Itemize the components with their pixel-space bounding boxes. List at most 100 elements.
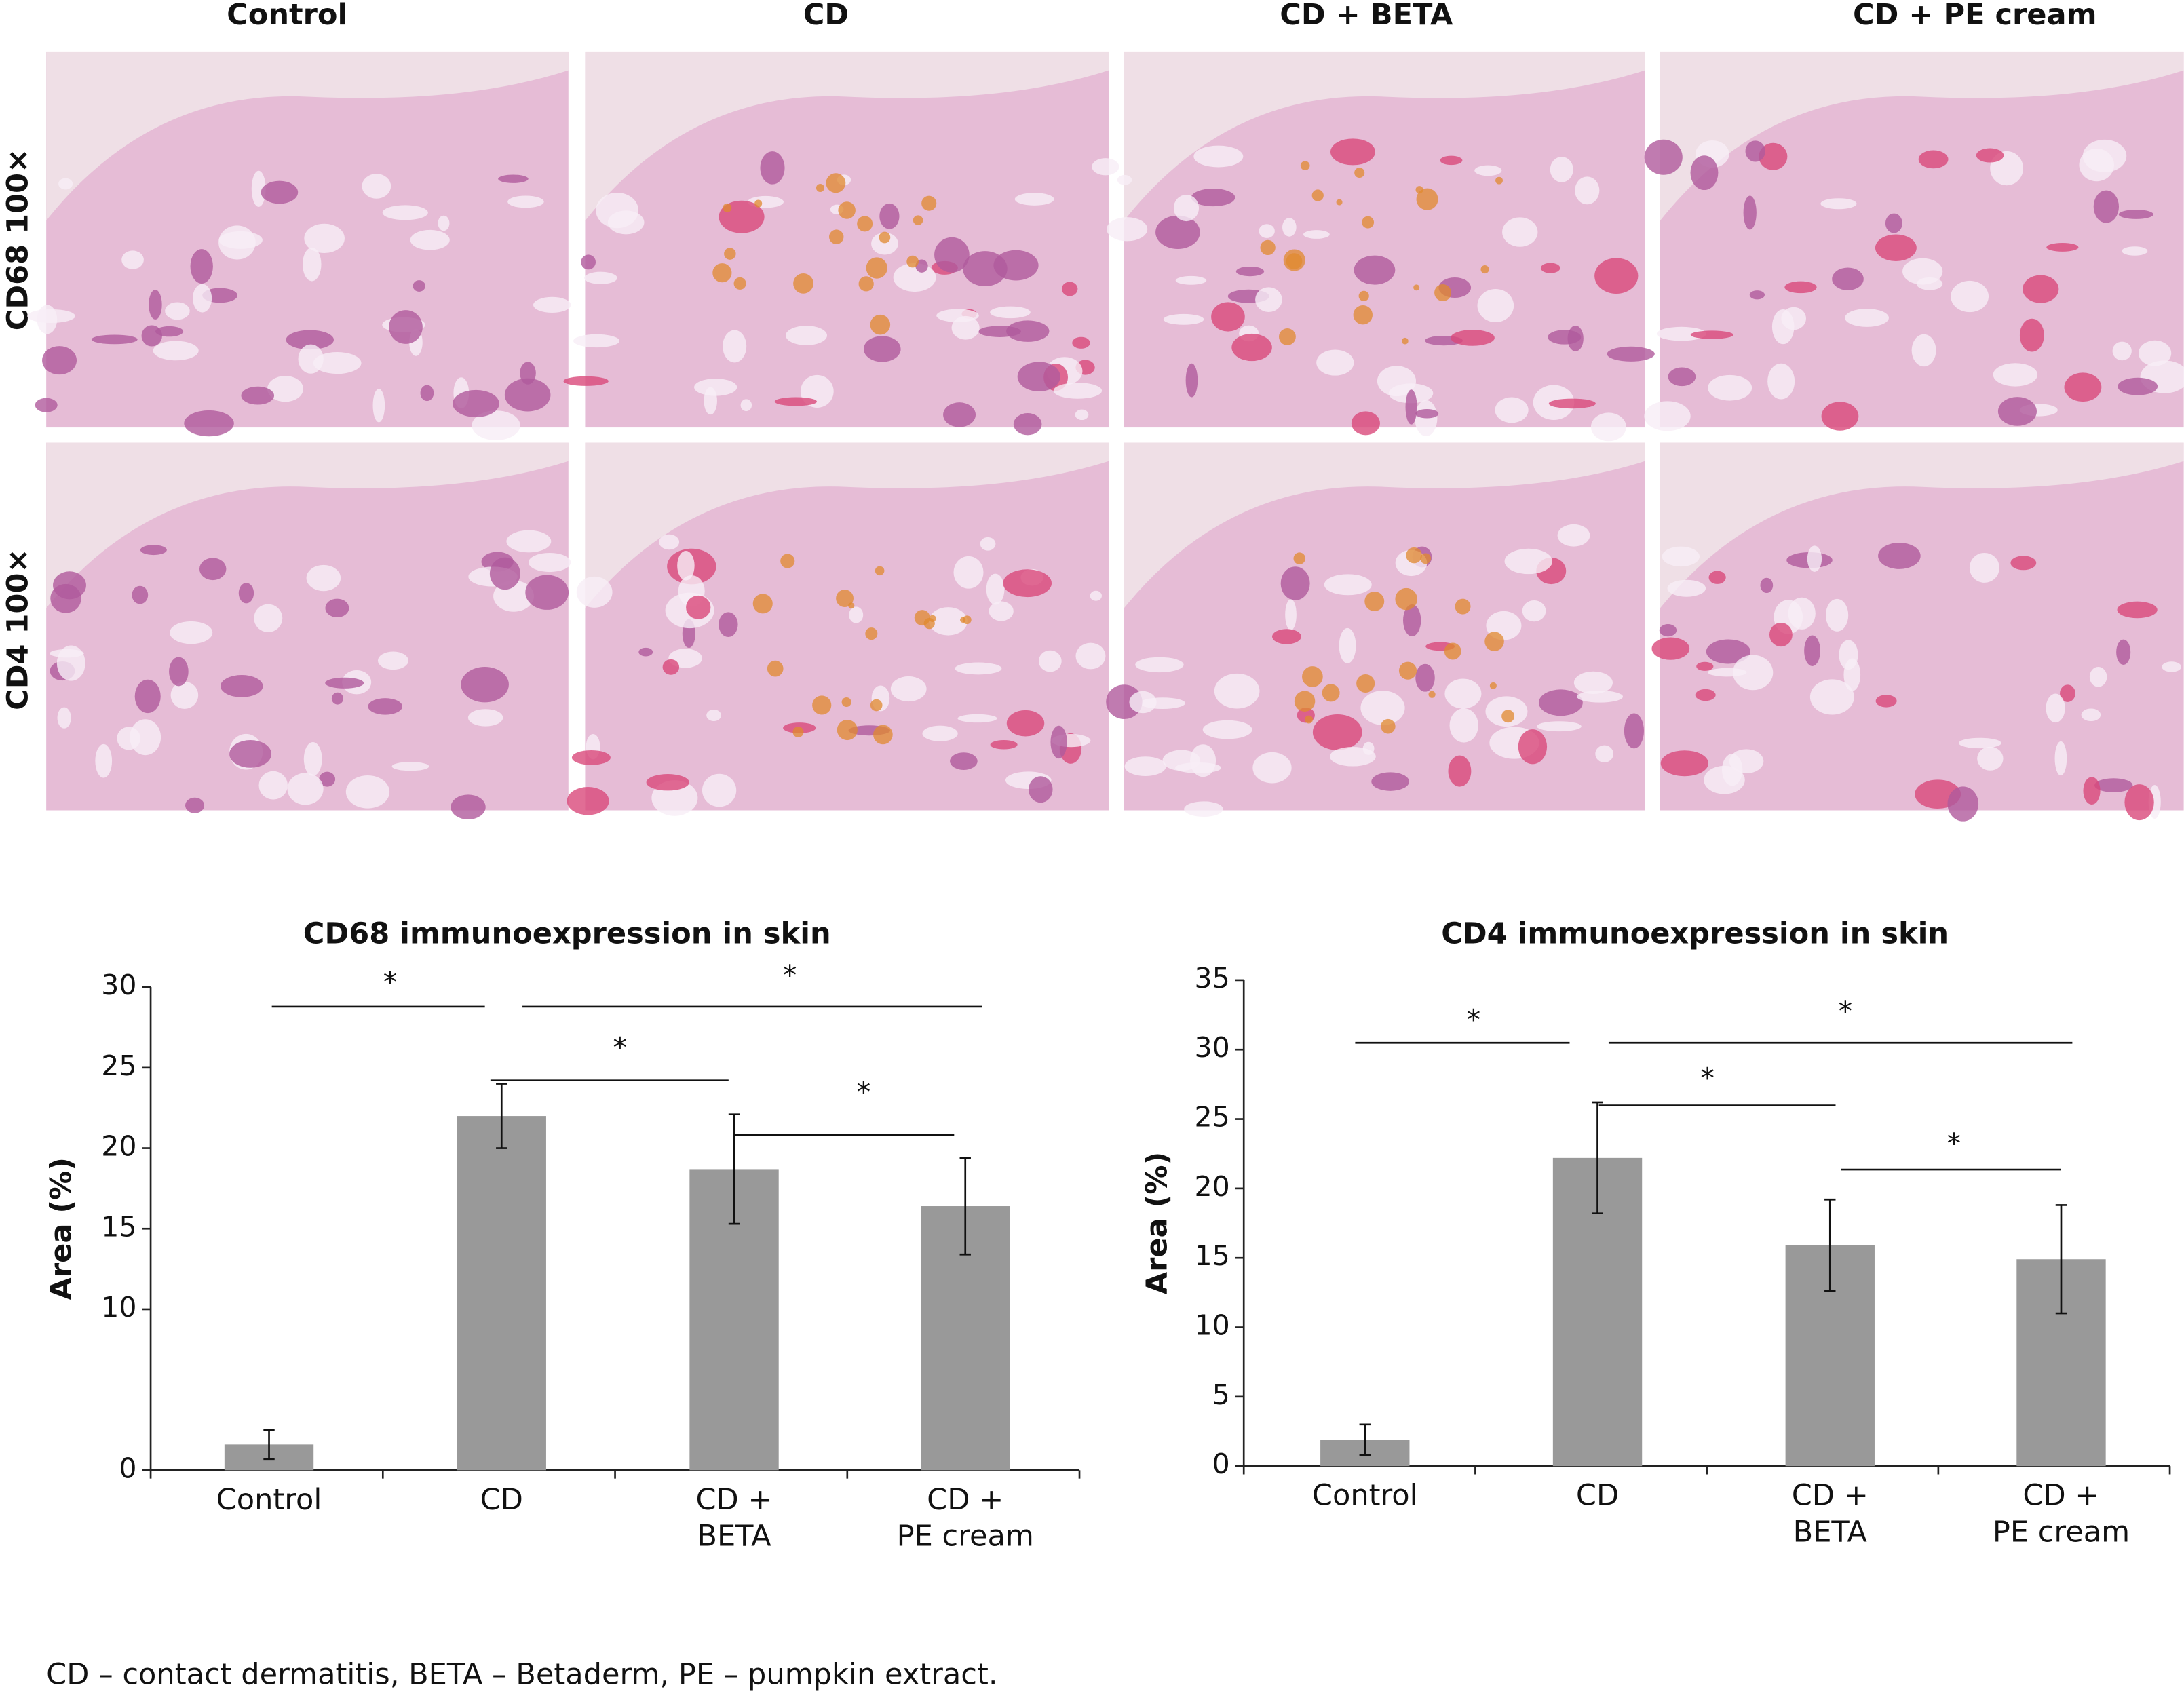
tissue-cell [2010, 556, 2037, 571]
tissue-cell [1575, 176, 1600, 205]
epidermis [46, 51, 569, 221]
tissue-cell [760, 151, 785, 185]
tissue-cell [1537, 721, 1582, 732]
tissue-cell [951, 315, 980, 340]
tissue-cell [95, 743, 113, 778]
x-tick-label: CD + PE cream [1993, 1479, 2130, 1549]
tissue-cell [319, 771, 336, 787]
tissue-cell [1050, 725, 1067, 759]
tissue-cell [1706, 639, 1750, 664]
tissue-cell [581, 254, 596, 270]
stain-spot [1444, 642, 1461, 660]
tissue-cell [58, 178, 73, 190]
tissue-cell [1106, 684, 1143, 719]
tissue-cell [528, 552, 571, 573]
chart-title: CD68 immunoexpression in skin [303, 917, 831, 951]
tissue-cell [955, 662, 1002, 675]
tissue-cell [220, 675, 263, 697]
y-tick-label: 20 [101, 1130, 136, 1163]
x-tick-label: CD [480, 1483, 523, 1517]
stain-spot [1305, 715, 1314, 724]
tissue-cell [467, 709, 503, 727]
y-tick-label: 25 [101, 1049, 136, 1082]
tissue-cell [702, 773, 737, 807]
tissue-cell [1767, 363, 1795, 400]
tissue-cell [287, 773, 324, 805]
y-axis-label: Area (%) [1141, 1152, 1174, 1294]
tissue-cell [1695, 689, 1716, 701]
tissue-cell [1252, 752, 1292, 784]
tissue-cell [1339, 627, 1356, 663]
tissue-cell [1845, 309, 1889, 327]
tissue-cell [1163, 313, 1204, 325]
y-tick-label: 10 [1194, 1309, 1229, 1342]
tissue-cell [1029, 776, 1053, 803]
tissue-cell [1092, 158, 1119, 176]
tissue-cell [723, 330, 747, 363]
tissue-cell [662, 659, 680, 675]
tissue-cell [362, 174, 391, 199]
tissue-cell [990, 306, 1031, 319]
tissue-cell [567, 786, 609, 815]
tissue-cell [740, 399, 752, 412]
tissue-cell [1590, 412, 1626, 442]
tissue-cell [2138, 340, 2172, 366]
tissue-cell [141, 325, 162, 347]
tissue-cell [849, 606, 864, 623]
tissue-cell [1448, 755, 1472, 787]
tissue-cell [1759, 142, 1788, 170]
tissue-cell [241, 386, 275, 405]
tissue-cell [1745, 140, 1765, 162]
tissue-cell [1271, 629, 1301, 644]
tissue-cell [1184, 801, 1223, 817]
tissue-cell [1839, 640, 1858, 670]
tissue-cell [134, 679, 161, 714]
y-axis-label: Area (%) [44, 1157, 78, 1300]
stain-spot [1416, 188, 1438, 210]
stain-spot [1480, 265, 1489, 274]
stain-spot [1428, 691, 1436, 698]
column-label: Control [227, 0, 347, 32]
tissue-cell [218, 225, 256, 260]
epidermis [1124, 442, 1645, 608]
stain-spot [1395, 587, 1417, 611]
stain-spot [1495, 176, 1503, 185]
significance-label: * [1839, 995, 1853, 1028]
tissue-cell [1548, 330, 1582, 345]
tissue-cell [1444, 678, 1482, 709]
stain-spot [1302, 666, 1323, 687]
tissue-cell [1550, 157, 1573, 182]
tissue-cell [1690, 155, 1719, 191]
tissue-cell [1708, 374, 1752, 401]
tissue-cell [153, 341, 199, 361]
epidermis [585, 442, 1109, 608]
tissue-cell [1557, 524, 1590, 547]
tissue-cell [576, 576, 613, 608]
stain-spot [1402, 337, 1409, 345]
significance-label: * [857, 1076, 871, 1108]
tissue-cell [1749, 290, 1765, 300]
tissue-cell [170, 681, 199, 709]
tissue-cell [1875, 695, 1897, 708]
tissue-cell [1316, 349, 1354, 376]
tissue-cell [438, 215, 450, 231]
tissue-cell [1918, 150, 1949, 169]
tissue-cell [1255, 287, 1282, 313]
tissue-cell [1415, 663, 1435, 692]
y-tick-label: 15 [101, 1210, 136, 1243]
column-label: CD [803, 0, 849, 32]
significance-label: * [783, 959, 797, 992]
tissue-cell [1993, 363, 2038, 387]
tissue-cell [1354, 255, 1396, 285]
tissue-cell [238, 583, 254, 604]
tissue-cell [786, 326, 828, 345]
y-tick-label: 35 [1194, 962, 1229, 994]
tissue-cell [1173, 194, 1200, 222]
significance-label: * [1947, 1127, 1961, 1160]
stain-spot [816, 183, 824, 193]
x-tick-label: Control [1312, 1479, 1418, 1513]
tissue-cell [1003, 569, 1052, 598]
stain-spot [870, 699, 883, 712]
tissue-cell [2116, 639, 2131, 665]
tissue-cell [1538, 689, 1583, 716]
